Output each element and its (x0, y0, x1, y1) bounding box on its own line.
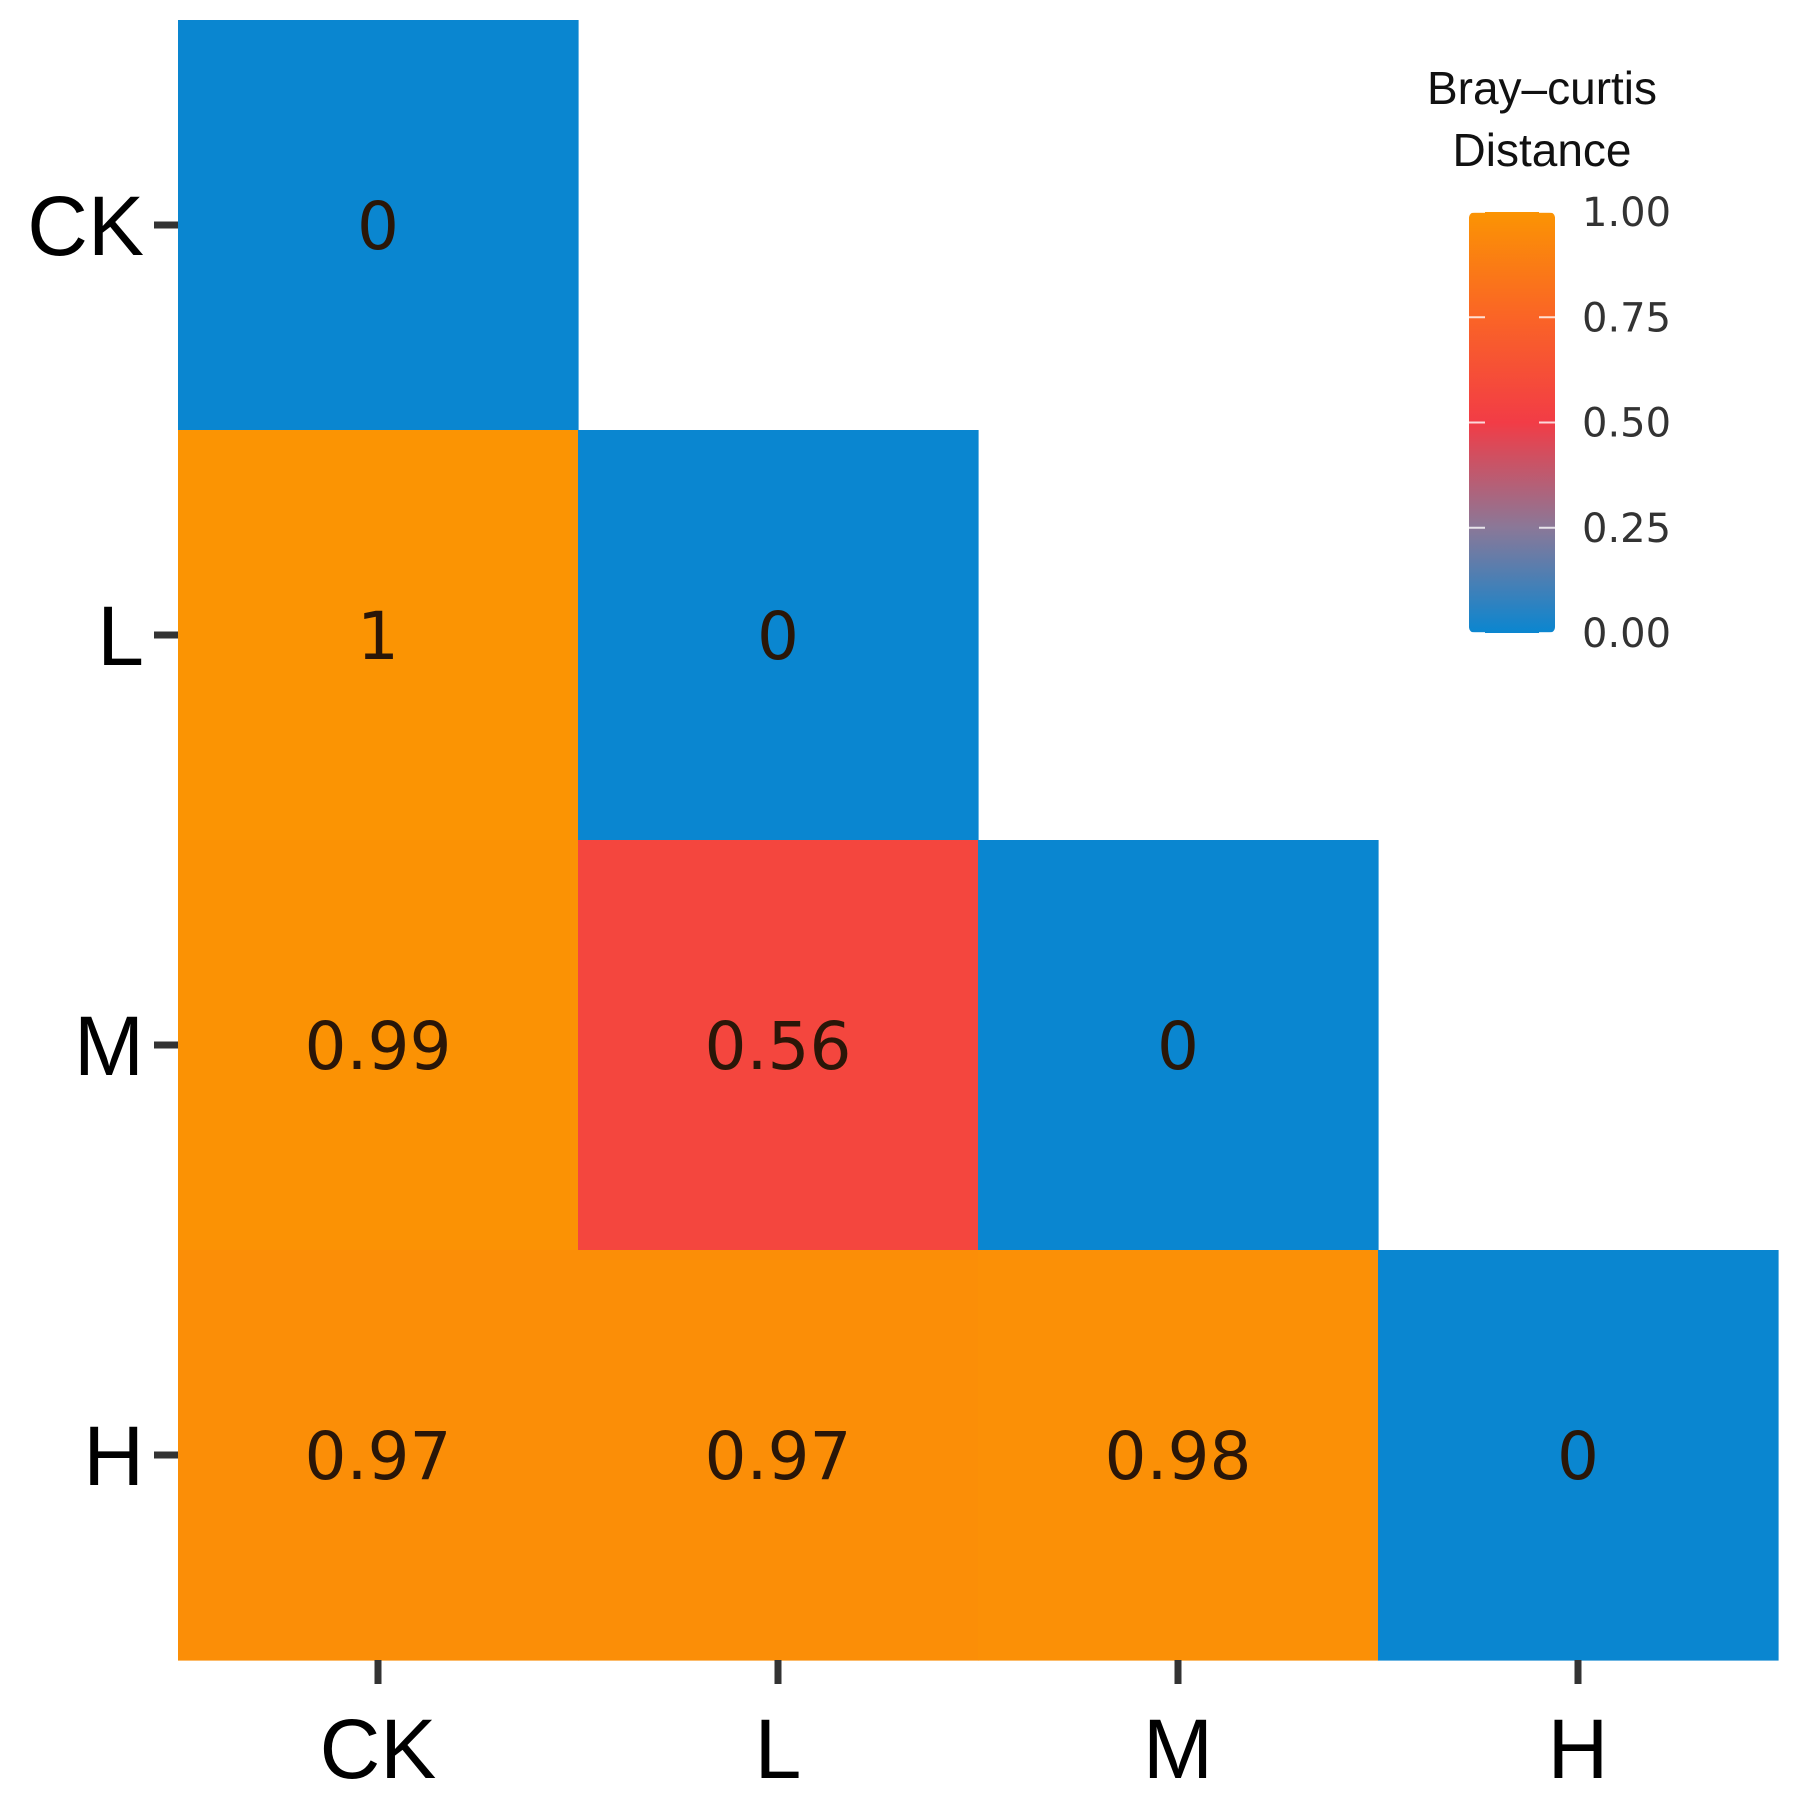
y-tick-label-m: M (74, 999, 144, 1093)
heatmap-cell-h-h (1378, 1250, 1779, 1661)
heatmap-cell-ck-h (178, 1250, 579, 1661)
legend-tick-label-0-25: 0.25 (1582, 506, 1671, 552)
y-axis: CK L M H (27, 179, 178, 1503)
x-tick-label-l: L (755, 1702, 802, 1796)
heatmap-cell-label-ck-m: 0.99 (305, 1008, 452, 1085)
heatmap-cell-label-h-h: 0 (1557, 1418, 1599, 1495)
heatmap-cell-labels: 0 1 0 0.99 0.56 0 0.97 0.97 0.98 0 (305, 188, 1599, 1495)
legend-tick-label-0-00: 0.00 (1582, 611, 1671, 657)
heatmap-cell-label-l-h: 0.97 (705, 1418, 852, 1495)
heatmap-cell-ck-m (178, 840, 579, 1251)
heatmap-cell-label-l-m: 0.56 (705, 1008, 852, 1085)
heatmap-cell-ck-l (178, 430, 579, 841)
heatmap-cell-l-h (578, 1250, 979, 1661)
heatmap-cells (178, 20, 1779, 1661)
legend-title-line-1: Bray–curtis (1427, 62, 1657, 114)
heatmap-cell-label-ck-ck: 0 (357, 188, 399, 265)
x-tick-label-m: M (1143, 1702, 1213, 1796)
legend-title-line-2: Distance (1453, 124, 1632, 176)
heatmap-cell-l-m (578, 840, 979, 1251)
legend-tick-label-1-00: 1.00 (1582, 190, 1671, 236)
heatmap-cell-m-h (978, 1250, 1379, 1661)
heatmap-cell-m-m (978, 840, 1379, 1251)
x-axis: CK L M H (320, 1660, 1609, 1796)
legend-ticks: 1.00 0.75 0.50 0.25 0.00 (1469, 190, 1671, 657)
heatmap-cell-label-l-l: 0 (757, 598, 799, 675)
color-legend: Bray–curtis Distance 1.00 0.75 0.50 0.25 0.0… (1427, 62, 1671, 657)
heatmap-cell-label-m-h: 0.98 (1105, 1418, 1252, 1495)
legend-colorbar (1469, 212, 1555, 633)
heatmap-cell-label-ck-l: 1 (357, 598, 399, 675)
legend-tick-label-0-50: 0.50 (1582, 401, 1671, 447)
legend-tick-label-0-75: 0.75 (1582, 295, 1671, 341)
x-tick-label-h: H (1548, 1702, 1609, 1796)
heatmap-cell-label-m-m: 0 (1157, 1008, 1199, 1085)
y-tick-label-h: H (83, 1409, 144, 1503)
y-tick-label-l: L (97, 589, 144, 683)
heatmap-cell-label-ck-h: 0.97 (305, 1418, 452, 1495)
y-tick-label-ck: CK (27, 179, 144, 273)
heatmap-cell-ck-ck (178, 20, 579, 431)
x-tick-label-ck: CK (320, 1702, 437, 1796)
heatmap-cell-l-l (578, 430, 979, 841)
